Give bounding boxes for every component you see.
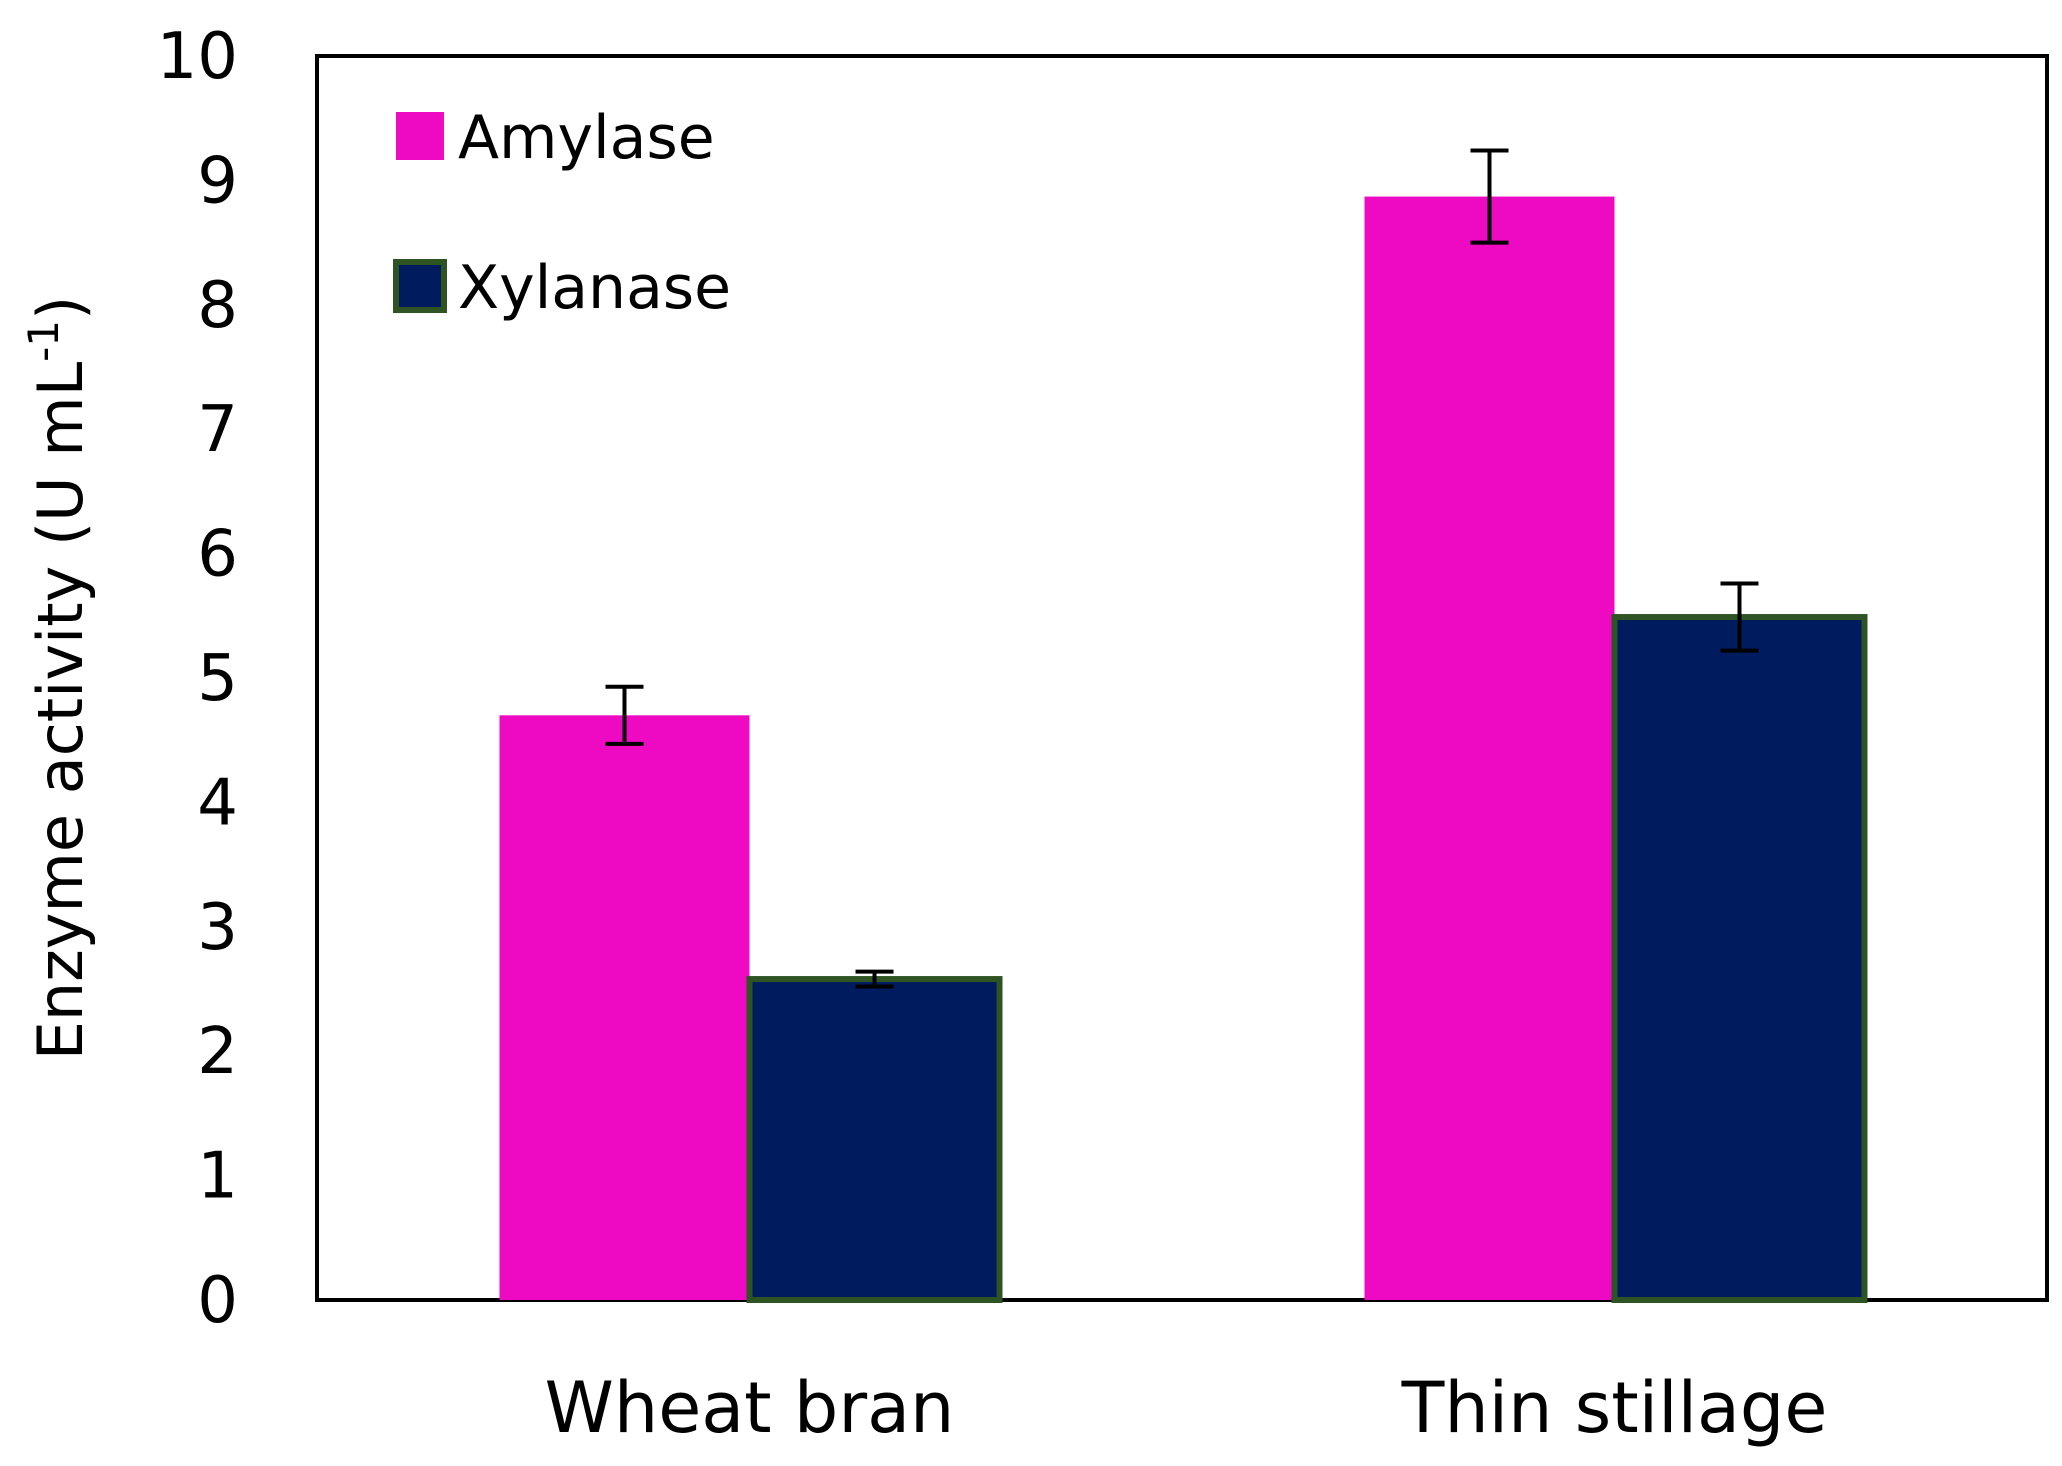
y-tick-label: 10 — [157, 20, 238, 94]
error-bar-amylase-thin-stillage — [1470, 148, 1509, 245]
y-tick-label: 9 — [197, 144, 238, 218]
bar-amylase-thin-stillage — [1364, 196, 1615, 1300]
y-tick-label: 2 — [197, 1015, 238, 1089]
y-tick-label: 1 — [197, 1140, 238, 1214]
error-bar-xylanase-wheat-bran — [855, 969, 894, 989]
bar-amylase-wheat-bran — [499, 715, 750, 1300]
y-axis-label: Enzyme activity (U mL-1) — [19, 296, 98, 1061]
error-bar-amylase-wheat-bran — [605, 684, 644, 746]
legend: Amylase Xylanase — [393, 103, 731, 323]
legend-label-amylase: Amylase — [458, 103, 715, 173]
legend-swatch-xylanase — [393, 259, 447, 313]
y-tick-label: 5 — [197, 642, 238, 716]
y-tick-label: 7 — [197, 393, 238, 467]
y-axis-ticks: 0 1 2 3 4 5 6 7 8 9 10 — [157, 20, 238, 1338]
y-tick-label: 8 — [197, 269, 238, 343]
bars — [499, 196, 1868, 1303]
x-category-label: Wheat bran — [545, 1367, 955, 1449]
y-tick-label: 4 — [197, 766, 238, 840]
error-bar-xylanase-thin-stillage — [1720, 581, 1759, 653]
bar-xylanase-wheat-bran — [746, 976, 1003, 1303]
x-category-label: Thin stillage — [1401, 1367, 1828, 1449]
error-bars — [605, 148, 1759, 989]
legend-label-xylanase: Xylanase — [458, 253, 731, 323]
legend-swatch-amylase — [396, 112, 444, 160]
x-axis-categories: Wheat bran Thin stillage — [545, 1367, 1828, 1449]
y-tick-label: 6 — [197, 518, 238, 592]
bar-xylanase-thin-stillage — [1611, 614, 1868, 1303]
y-tick-label: 0 — [197, 1264, 238, 1338]
y-tick-label: 3 — [197, 891, 238, 965]
